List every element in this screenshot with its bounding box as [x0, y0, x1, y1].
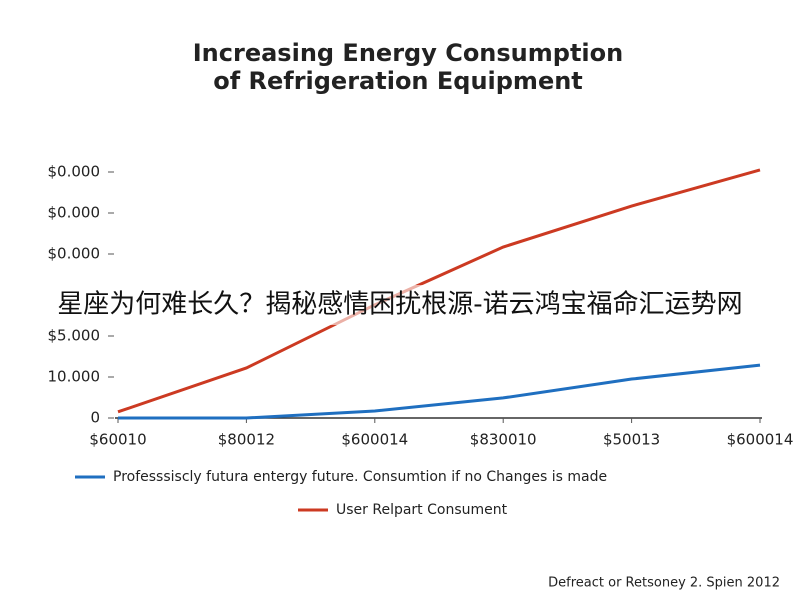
x-tick-label: $600014 — [727, 431, 794, 449]
series-line — [117, 168, 761, 414]
legend-label: Professsiscly futura entergy future. Con… — [113, 469, 607, 485]
y-tick-label: $0.000 — [48, 204, 101, 222]
y-tick-label: $0.000 — [48, 245, 101, 263]
x-tick-label: $80012 — [218, 431, 275, 449]
x-tick-label: $50013 — [603, 431, 660, 449]
y-tick-label: 10.000 — [48, 368, 101, 386]
y-tick-label: $0.000 — [48, 163, 101, 181]
y-tick-label: $5.000 — [48, 327, 101, 345]
x-tick-label: $60010 — [89, 431, 146, 449]
chart-title: Increasing Energy Consumption — [193, 39, 623, 67]
source: Defreact or Retsoney 2. Spien 2012 — [548, 576, 780, 591]
x-tick-label: $600014 — [341, 431, 408, 449]
chart-subtitle: of Refrigeration Equipment — [213, 67, 583, 95]
watermark: 星座为何难长久？揭秘感情困扰根源-诺云鸿宝福命汇运势网 — [57, 290, 742, 320]
y-tick-label: 0 — [90, 409, 100, 427]
watermark-bg — [0, 285, 800, 325]
legend-label: User Relpart Consument — [336, 502, 508, 518]
x-tick-label: $830010 — [470, 431, 537, 449]
series-line — [118, 363, 761, 420]
